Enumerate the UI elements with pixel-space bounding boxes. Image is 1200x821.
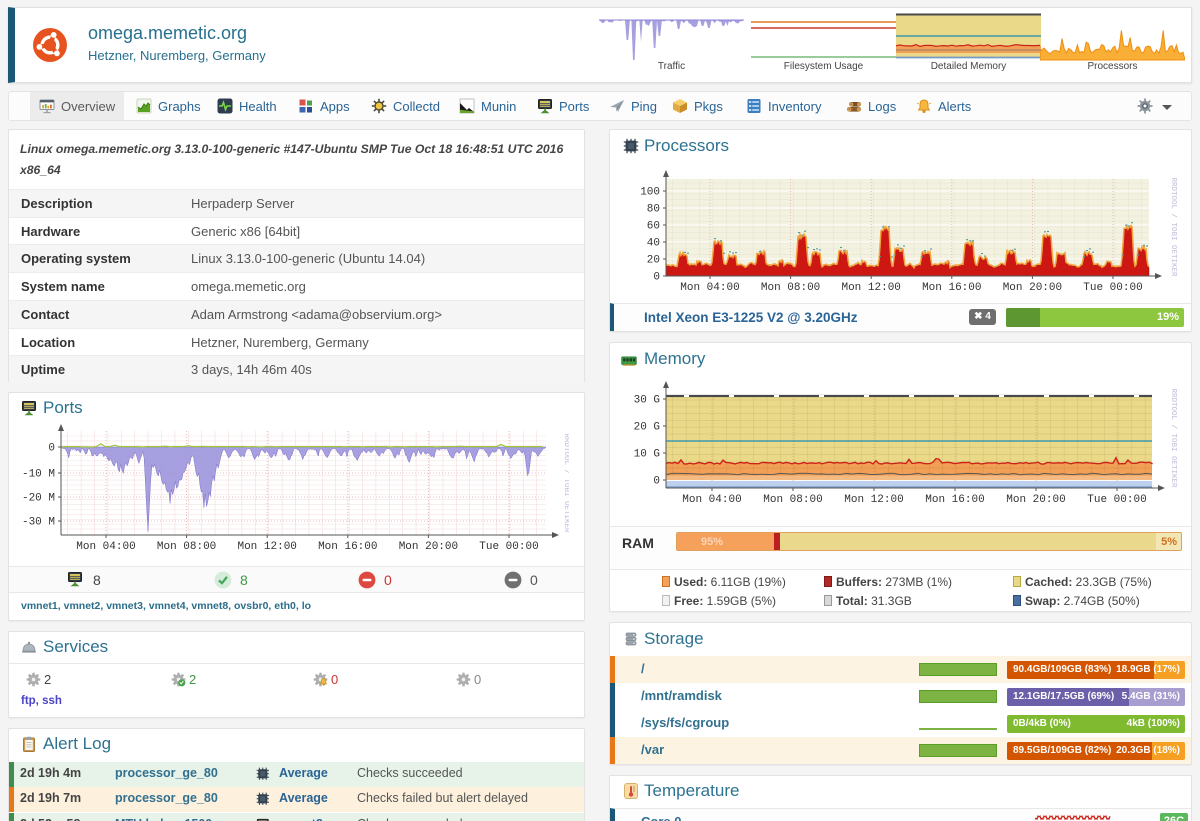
svg-text:20: 20: [647, 255, 660, 267]
svg-text:Tue 00:00: Tue 00:00: [1087, 494, 1146, 506]
svg-text:-20 M: -20 M: [22, 493, 55, 505]
svg-text:0: 0: [653, 476, 660, 488]
svg-text:Mon 12:00: Mon 12:00: [237, 541, 296, 553]
svg-text:0: 0: [653, 272, 660, 284]
svg-text:Tue 00:00: Tue 00:00: [479, 541, 538, 553]
svg-text:-30 M: -30 M: [22, 517, 55, 529]
svg-text:60: 60: [647, 221, 660, 233]
svg-text:Mon 16:00: Mon 16:00: [318, 541, 377, 553]
svg-text:Mon 20:00: Mon 20:00: [399, 541, 458, 553]
svg-text:RRDTOOL / TOBI OETIKER: RRDTOOL / TOBI OETIKER: [1169, 177, 1177, 277]
svg-text:Mon 16:00: Mon 16:00: [922, 282, 981, 294]
svg-text:20 G: 20 G: [634, 422, 660, 434]
svg-text:0: 0: [48, 443, 55, 455]
svg-text:Mon 04:00: Mon 04:00: [76, 541, 135, 553]
svg-text:Mon 20:00: Mon 20:00: [1003, 282, 1062, 294]
svg-text:RRDTOOL / TOBI OETIKER: RRDTOOL / TOBI OETIKER: [1169, 388, 1177, 488]
svg-text:Mon 08:00: Mon 08:00: [761, 282, 820, 294]
svg-text:RRDTOOL / TOBI OETIKER: RRDTOOL / TOBI OETIKER: [562, 433, 569, 533]
svg-text:40: 40: [647, 238, 660, 250]
svg-text:Mon 20:00: Mon 20:00: [1006, 494, 1065, 506]
svg-text:Mon 12:00: Mon 12:00: [844, 494, 903, 506]
svg-text:Mon 08:00: Mon 08:00: [763, 494, 822, 506]
svg-text:Mon 04:00: Mon 04:00: [680, 282, 739, 294]
svg-text:10 G: 10 G: [634, 449, 660, 461]
svg-text:Mon 12:00: Mon 12:00: [841, 282, 900, 294]
svg-text:-10 M: -10 M: [22, 469, 55, 481]
svg-text:Mon 16:00: Mon 16:00: [925, 494, 984, 506]
svg-text:80: 80: [647, 204, 660, 216]
svg-text:Tue 00:00: Tue 00:00: [1083, 282, 1142, 294]
svg-text:Mon 08:00: Mon 08:00: [157, 541, 216, 553]
svg-text:100: 100: [640, 187, 660, 199]
svg-text:Mon 04:00: Mon 04:00: [682, 494, 741, 506]
svg-text:30 G: 30 G: [634, 395, 660, 407]
